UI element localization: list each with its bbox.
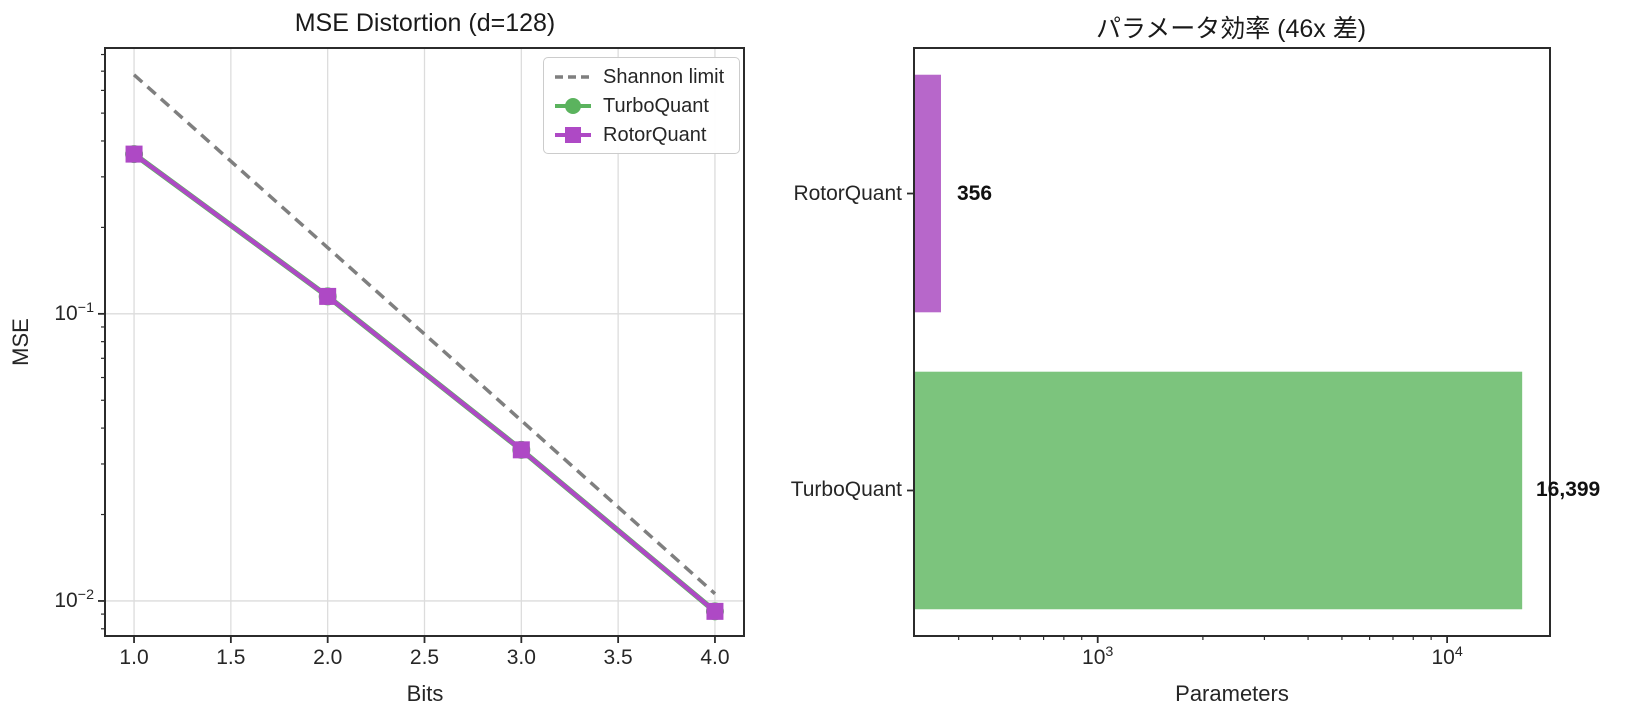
legend-label: Shannon limit — [603, 65, 725, 88]
legend-entry-turboquant: TurboQuant — [553, 95, 730, 117]
left-y-axis-label: MSE — [8, 318, 33, 366]
x-tick-label: 2.0 — [313, 646, 343, 669]
y-tick-label: 10−2 — [54, 587, 94, 612]
bar-rotorquant — [914, 74, 941, 313]
bar-value-label-turboquant: 16,399 — [1536, 478, 1601, 501]
axis-ticks — [98, 53, 1449, 643]
x-tick-label: 3.5 — [603, 646, 633, 669]
line-series — [125, 73, 724, 621]
legend-entry-rotorquant: RotorQuant — [553, 124, 730, 146]
x-tick-label: 103 — [1082, 644, 1114, 669]
bars — [914, 74, 1523, 610]
right-chart-title: パラメータ効率 (46x 差) — [1095, 15, 1367, 43]
x-tick-label: 4.0 — [700, 646, 730, 669]
left-chart-title: MSE Distortion (d=128) — [294, 9, 556, 37]
data-point-square — [512, 441, 530, 459]
left-x-axis-label: Bits — [406, 681, 444, 706]
data-point-square — [706, 602, 724, 620]
series-line-shannon-limit — [132, 73, 717, 595]
legend-entry-shannon-limit: Shannon limit — [553, 66, 730, 88]
category-label-rotorquant: RotorQuant — [793, 182, 902, 205]
legend-circle-marker-sample — [555, 97, 591, 114]
data-point-square — [319, 287, 337, 305]
series-line-rotorquant — [132, 152, 717, 613]
legend-label: RotorQuant — [603, 123, 707, 146]
right-x-axis-label: Parameters — [1175, 681, 1289, 706]
y-tick-label: 10−1 — [54, 300, 94, 325]
legend-box: Shannon limit TurboQuant RotorQuant — [543, 57, 740, 154]
category-label-turboquant: TurboQuant — [790, 478, 902, 501]
x-tick-label: 2.5 — [409, 646, 440, 669]
x-tick-label: 3.0 — [506, 646, 536, 669]
legend-label: TurboQuant — [603, 94, 709, 117]
legend-dashed-line-sample — [555, 74, 591, 79]
bar-turboquant — [914, 371, 1523, 610]
bar-value-label-rotorquant: 356 — [957, 182, 993, 205]
x-tick-label: 104 — [1431, 644, 1463, 669]
plot-border — [913, 47, 1551, 637]
data-point-square — [125, 145, 143, 163]
x-tick-label: 1.5 — [216, 646, 246, 669]
x-tick-label: 1.0 — [119, 646, 149, 669]
legend-square-marker-sample — [555, 126, 591, 143]
